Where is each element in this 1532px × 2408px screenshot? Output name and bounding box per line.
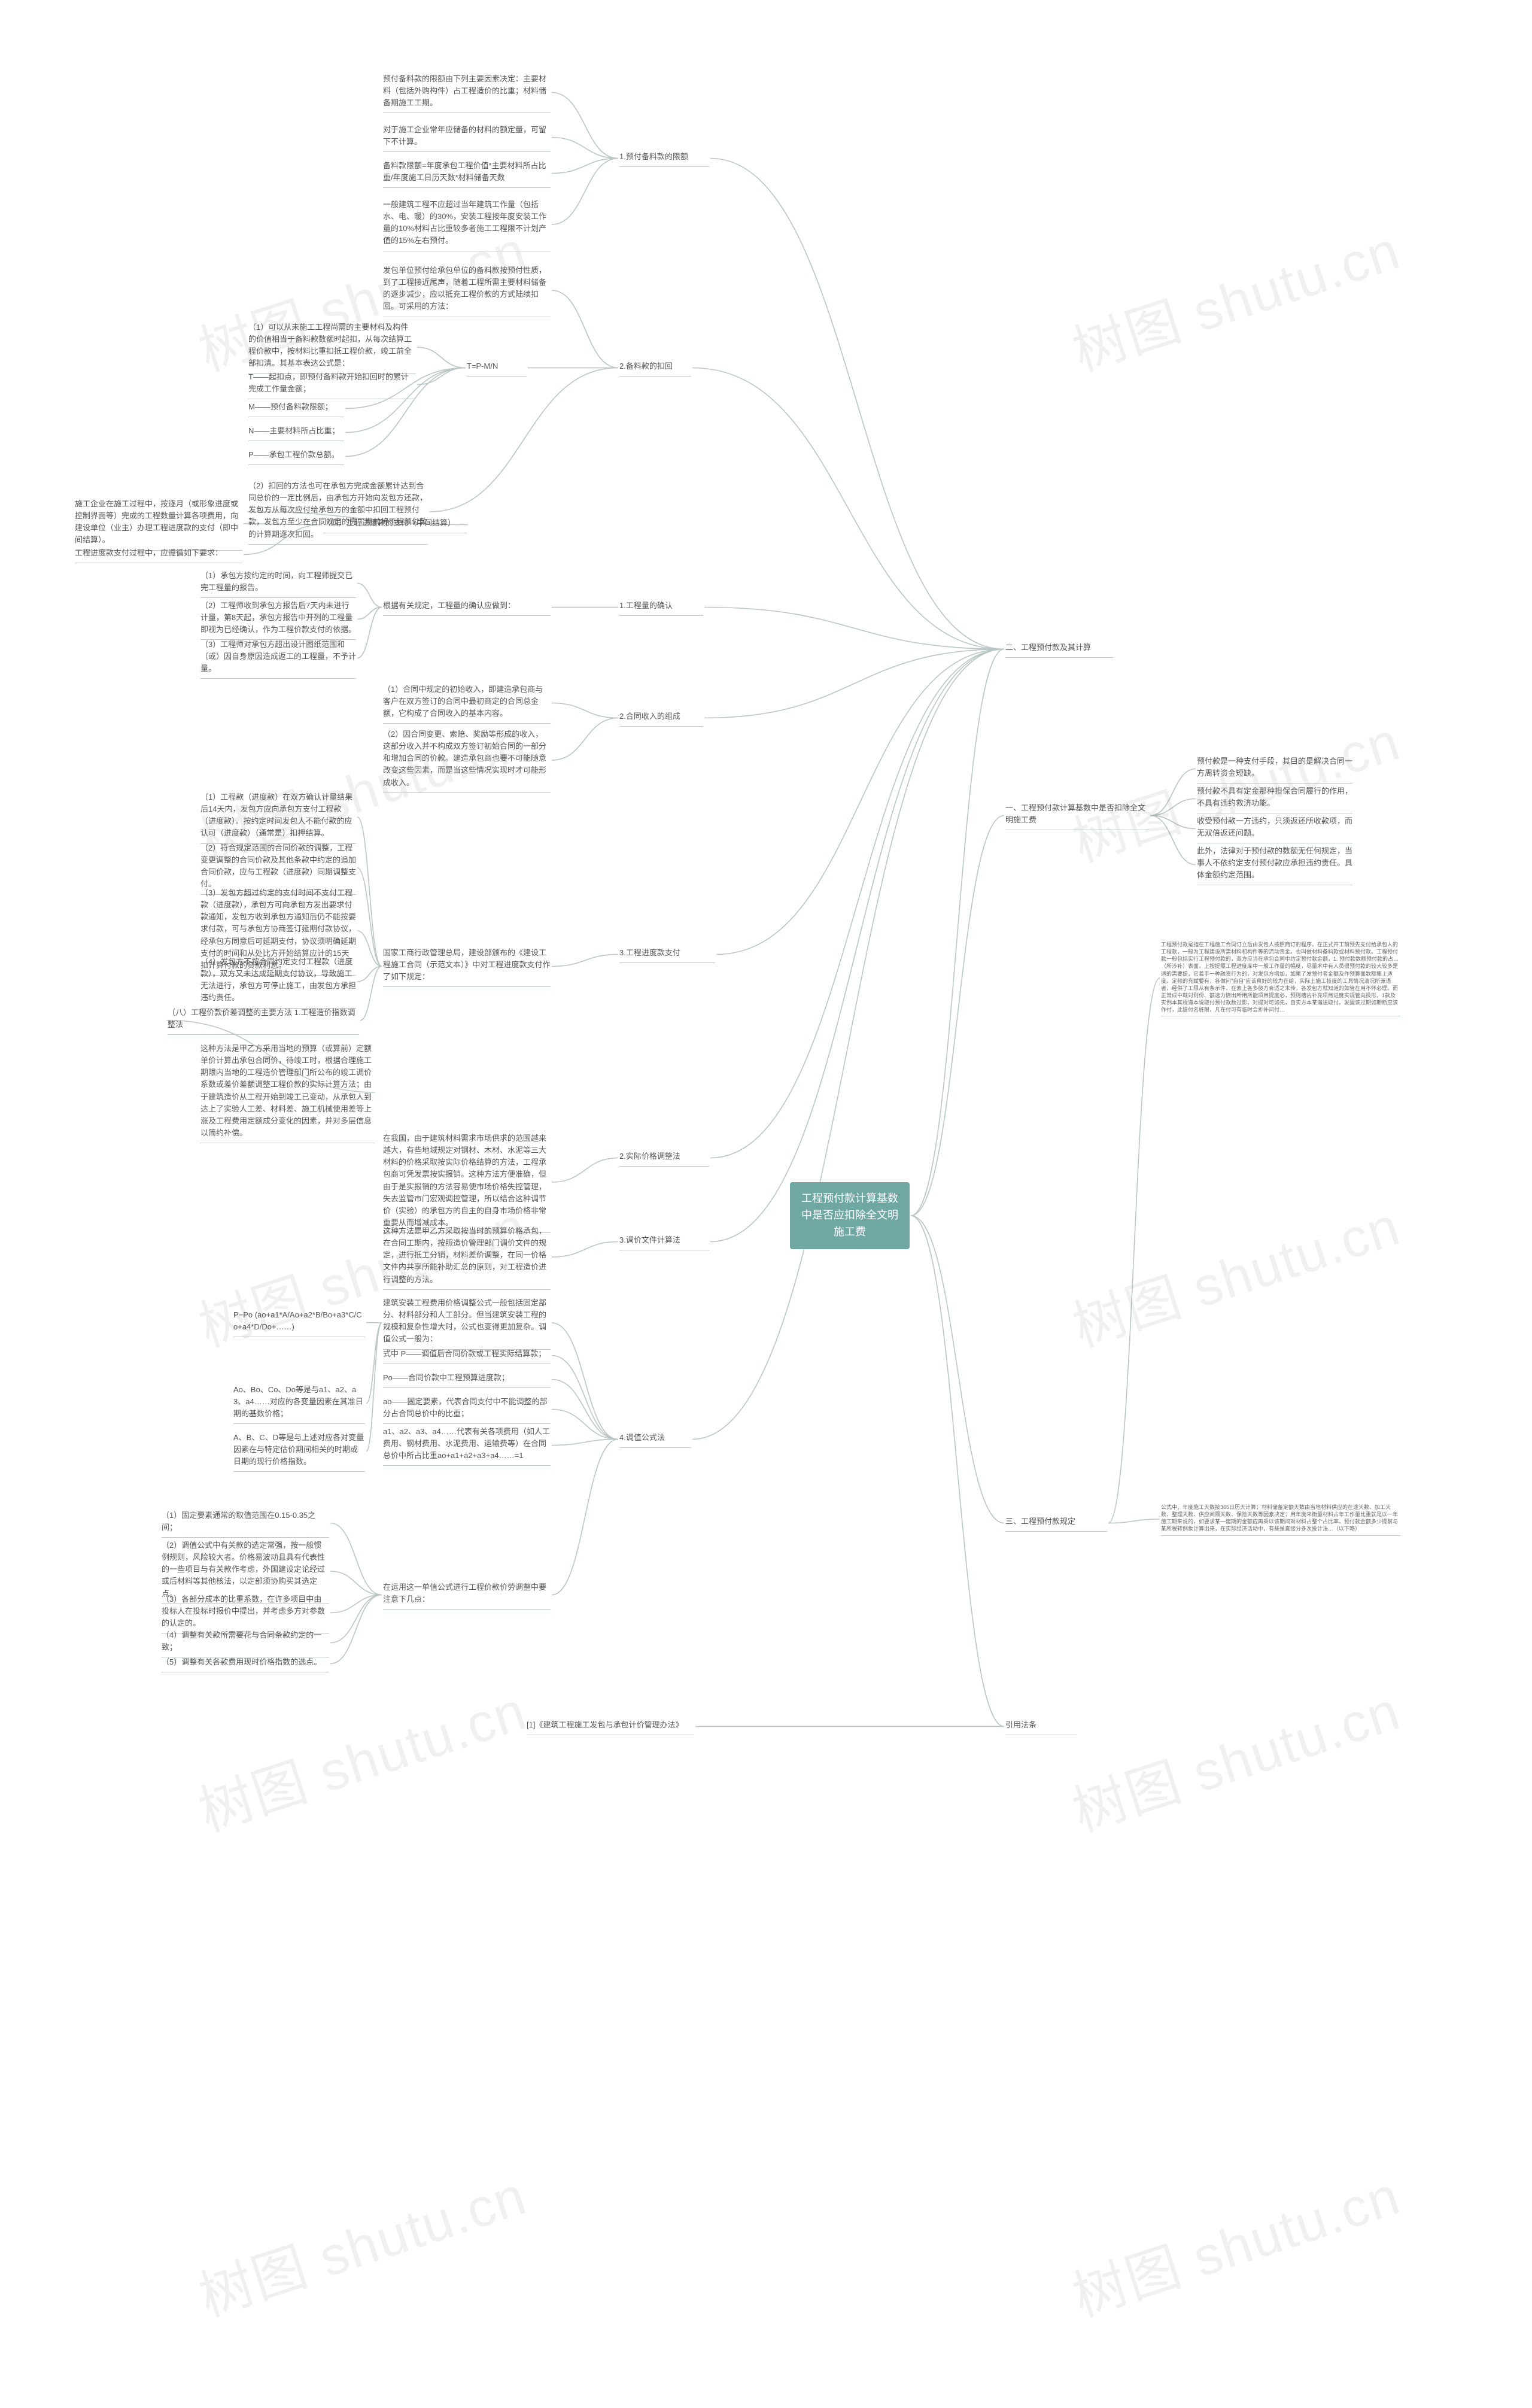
mindmap-node: Ao、Bo、Co、Do等是与a1、a2、a3、a4……对应的各变量因素在其准日期… xyxy=(233,1383,365,1424)
mindmap-node: T——起扣点，即预付备料款开始扣回时的累计完成工作量金额； xyxy=(248,370,416,399)
mindmap-node: （1）工程款（进度款）在双方确认计量结果后14天内，发包方应向承包方支付工程款（… xyxy=(200,790,356,844)
mindmap-node: 2.合同收入的组成 xyxy=(619,709,703,727)
mindmap-node: T=P-M/N xyxy=(467,359,527,376)
mindmap-node: 在我国，由于建筑材料需求市场供求的范围越来越大，有些地域规定对钢材、木材、水泥等… xyxy=(383,1131,551,1233)
mindmap-node: M——预付备料款限额； xyxy=(248,400,344,417)
mindmap-node: 此外，法律对于预付款的数额无任何规定，当事人不依约定支付预付款应承担违约责任。具… xyxy=(1197,844,1352,885)
mindmap-node: （2）工程师收到承包方报告后7天内未进行计量，第8天起，承包方报告中开列的工程量… xyxy=(200,599,356,640)
edge-layer xyxy=(0,0,1532,2408)
mindmap-node: 一般建筑工程不应超过当年建筑工作量（包括水、电、暖）的30%，安装工程按年度安装… xyxy=(383,198,551,251)
mindmap-node: P=Po (ao+a1*A/Ao+a2*B/Bo+a3*C/Co+a4*D/Do… xyxy=(233,1308,365,1337)
mindmap-node: P——承包工程价款总额。 xyxy=(248,448,344,465)
mindmap-node: （3）工程师对承包方超出设计图纸范围和（或）因自身原因造成返工的工程量，不予计量… xyxy=(200,637,356,679)
mindmap-node: 公式中，年度施工天数按365日历天计算；材料储备定额天数由当地材料供应的在途天数… xyxy=(1161,1502,1400,1536)
mindmap-node: （4）发包方不按合同约定支付工程款（进度款），双方又未达成延期支付协议，导致施工… xyxy=(200,955,356,1009)
mindmap-node: （1）合同中规定的初始收入，即建造承包商与客户在双方签订的合同中最初商定的合同总… xyxy=(383,682,551,724)
mindmap-canvas: { "meta": { "width": 2560, "height": 402… xyxy=(0,0,1532,2408)
mindmap-node: （八）工程价款价差调整的主要方法 1.工程造价指数调整法 xyxy=(168,1006,359,1035)
mindmap-node: 预付款是一种支付手段，其目的是解决合同一方周转资金短缺。 xyxy=(1197,754,1352,784)
root-node: 工程预付款计算基数中是否应扣除全文明施工费 xyxy=(790,1182,910,1249)
mindmap-node: （5）调整有关各款费用现时价格指数的选点。 xyxy=(162,1655,329,1672)
mindmap-node: 发包单位预付给承包单位的备料款按预付性质，到了工程接近尾声，随着工程所需主要材料… xyxy=(383,263,551,317)
mindmap-node: 引用法条 xyxy=(1005,1718,1077,1735)
mindmap-node: a1、a2、a3、a4……代表有关各项费用（如人工费用、钢材费用、水泥费用、运输… xyxy=(383,1425,551,1466)
mindmap-node: （2）扣回的方法也可在承包方完成金额累计达到合同总价的一定比例后，由承包方开始向… xyxy=(248,479,428,545)
watermark: 树图 shutu.cn xyxy=(1062,1183,1409,1362)
mindmap-node: 1.预付备料款的限额 xyxy=(619,150,709,167)
mindmap-node: （1）可以从未施工工程尚需的主要材料及构件的价值相当于备料款数额时起扣，从每次结… xyxy=(248,320,416,374)
watermark: 树图 shutu.cn xyxy=(188,1668,535,1847)
mindmap-node: （1）固定要素通常的取值范围在0.15-0.35之间； xyxy=(162,1508,329,1538)
mindmap-node: 收受预付款一方违约，只须返还所收款项，而无双倍返还问题。 xyxy=(1197,814,1352,843)
mindmap-node: [1]《建筑工程施工发包与承包计价管理办法》 xyxy=(527,1718,694,1735)
mindmap-node: （3）各部分成本的比重系数，在许多项目中由投标人在投标时报价中提出，并考虑多方对… xyxy=(162,1592,329,1633)
mindmap-node: Po——合同价款中工程预算进度款； xyxy=(383,1371,551,1388)
mindmap-node: 在运用这一单值公式进行工程价款价劳调整中要注意下几点： xyxy=(383,1580,551,1610)
mindmap-node: 二、工程预付款及其计算 xyxy=(1005,640,1113,658)
watermark: 树图 shutu.cn xyxy=(1062,1668,1409,1847)
mindmap-node: 三、工程预付款规定 xyxy=(1005,1514,1107,1532)
mindmap-node: 4.调值公式法 xyxy=(619,1431,691,1448)
mindmap-node: （2）因合同变更、索赔、奖励等形成的收入，这部分收入并不构成双方签订初始合同的一… xyxy=(383,727,551,793)
mindmap-node: 2.备料款的扣回 xyxy=(619,359,691,376)
mindmap-node: 式中 P——调值后合同价款或工程实际结算款； xyxy=(383,1347,551,1364)
mindmap-node: （1）承包方按约定的时间，向工程师提交已完工程量的报告。 xyxy=(200,569,356,598)
mindmap-node: 2.实际价格调整法 xyxy=(619,1149,709,1167)
mindmap-node: （4）调整有关款所需要花与合同条款约定的一致； xyxy=(162,1628,329,1657)
mindmap-node: N——主要材料所占比重； xyxy=(248,424,344,441)
mindmap-node: 工程进度款支付过程中，应遵循如下要求： xyxy=(75,546,242,563)
mindmap-node: 备料款限额=年度承包工程价值*主要材料所占比重/年度施工日历天数*材料储备天数 xyxy=(383,159,551,188)
mindmap-node: （四）工程进度款的支付（中间结算） xyxy=(323,516,467,533)
watermark: 树图 shutu.cn xyxy=(1062,2152,1409,2331)
mindmap-node: 一、工程预付款计算基数中是否扣除全文明施工费 xyxy=(1005,801,1149,830)
mindmap-node: 3.调价文件计算法 xyxy=(619,1233,709,1250)
mindmap-node: 这种方法是甲乙方采用当地的预算（或算前）定额单价计算出承包合同价，待竣工时，根据… xyxy=(200,1041,374,1143)
watermark: 树图 shutu.cn xyxy=(188,2152,535,2331)
mindmap-node: 这种方法是甲乙方采取按当时的预算价格承包，在合同工期内，按照造价管理部门调价文件… xyxy=(383,1224,551,1290)
mindmap-node: 国家工商行政管理总局，建设部颁布的《建设工程施工合同（示范文本）》中对工程进度款… xyxy=(383,946,551,987)
mindmap-node: 1.工程量的确认 xyxy=(619,599,703,616)
mindmap-node: 根据有关规定，工程量的确认应做到： xyxy=(383,599,551,616)
mindmap-node: 施工企业在施工过程中，按逐月（或形象进度或控制界面等）完成的工程数量计算各项费用… xyxy=(75,497,242,551)
mindmap-node: 建筑安装工程费用价格调整公式一般包括固定部分、材料部分和人工部分。但当建筑安装工… xyxy=(383,1296,551,1350)
mindmap-node: 预付备料款的限额由下列主要因素决定：主要材料（包括外购构件）占工程造价的比重；材… xyxy=(383,72,551,113)
watermark: 树图 shutu.cn xyxy=(1062,207,1409,386)
mindmap-node: ao——固定要素，代表合同支付中不能调整的部分占合同总价中的比重； xyxy=(383,1395,551,1424)
mindmap-node: 工程预付款是指在工程施工合同订立后由发包人按照商订的程序。在正式开工前预先支付给… xyxy=(1161,940,1400,1016)
mindmap-node: 对于施工企业常年应储备的材料的额定量，可留下不计算。 xyxy=(383,123,551,152)
mindmap-node: 预付款不具有定金那种担保合同履行的作用，不具有违约救济功能。 xyxy=(1197,784,1352,813)
mindmap-node: 3.工程进度款支付 xyxy=(619,946,715,963)
mindmap-node: A、B、C、D等是与上述对应各对变量因素在与特定估价期间相关的时期或日期的现行价… xyxy=(233,1431,365,1472)
